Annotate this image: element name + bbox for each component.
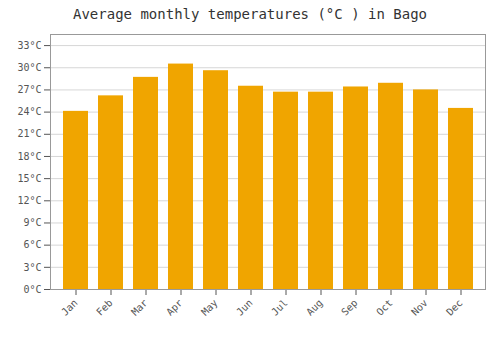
svg-text:Feb: Feb [94, 297, 115, 318]
svg-text:Nov: Nov [409, 297, 430, 318]
svg-text:24°C: 24°C [17, 106, 41, 117]
svg-text:Oct: Oct [374, 297, 395, 318]
svg-text:May: May [199, 297, 220, 318]
svg-text:18°C: 18°C [17, 151, 41, 162]
svg-text:27°C: 27°C [17, 84, 41, 95]
svg-text:15°C: 15°C [17, 173, 41, 184]
svg-text:9°C: 9°C [23, 217, 41, 228]
svg-text:Dec: Dec [444, 297, 465, 318]
svg-text:Sep: Sep [339, 297, 360, 318]
svg-text:3°C: 3°C [23, 262, 41, 273]
svg-text:33°C: 33°C [17, 40, 41, 51]
svg-text:30°C: 30°C [17, 62, 41, 73]
svg-text:Jun: Jun [234, 297, 255, 318]
svg-text:6°C: 6°C [23, 239, 41, 250]
svg-text:Jul: Jul [269, 297, 290, 318]
html-text:Average monthly temperatures (: Average monthly temperatures (°C ) in Ba… [73, 6, 427, 22]
svg-text:0°C: 0°C [23, 284, 41, 295]
svg-text:Aug: Aug [304, 297, 325, 318]
svg-text:Mar: Mar [129, 297, 150, 318]
svg-text:21°C: 21°C [17, 128, 41, 139]
svg-text:Jan: Jan [59, 297, 80, 318]
svg-text:12°C: 12°C [17, 195, 41, 206]
svg-text:Apr: Apr [164, 297, 185, 318]
